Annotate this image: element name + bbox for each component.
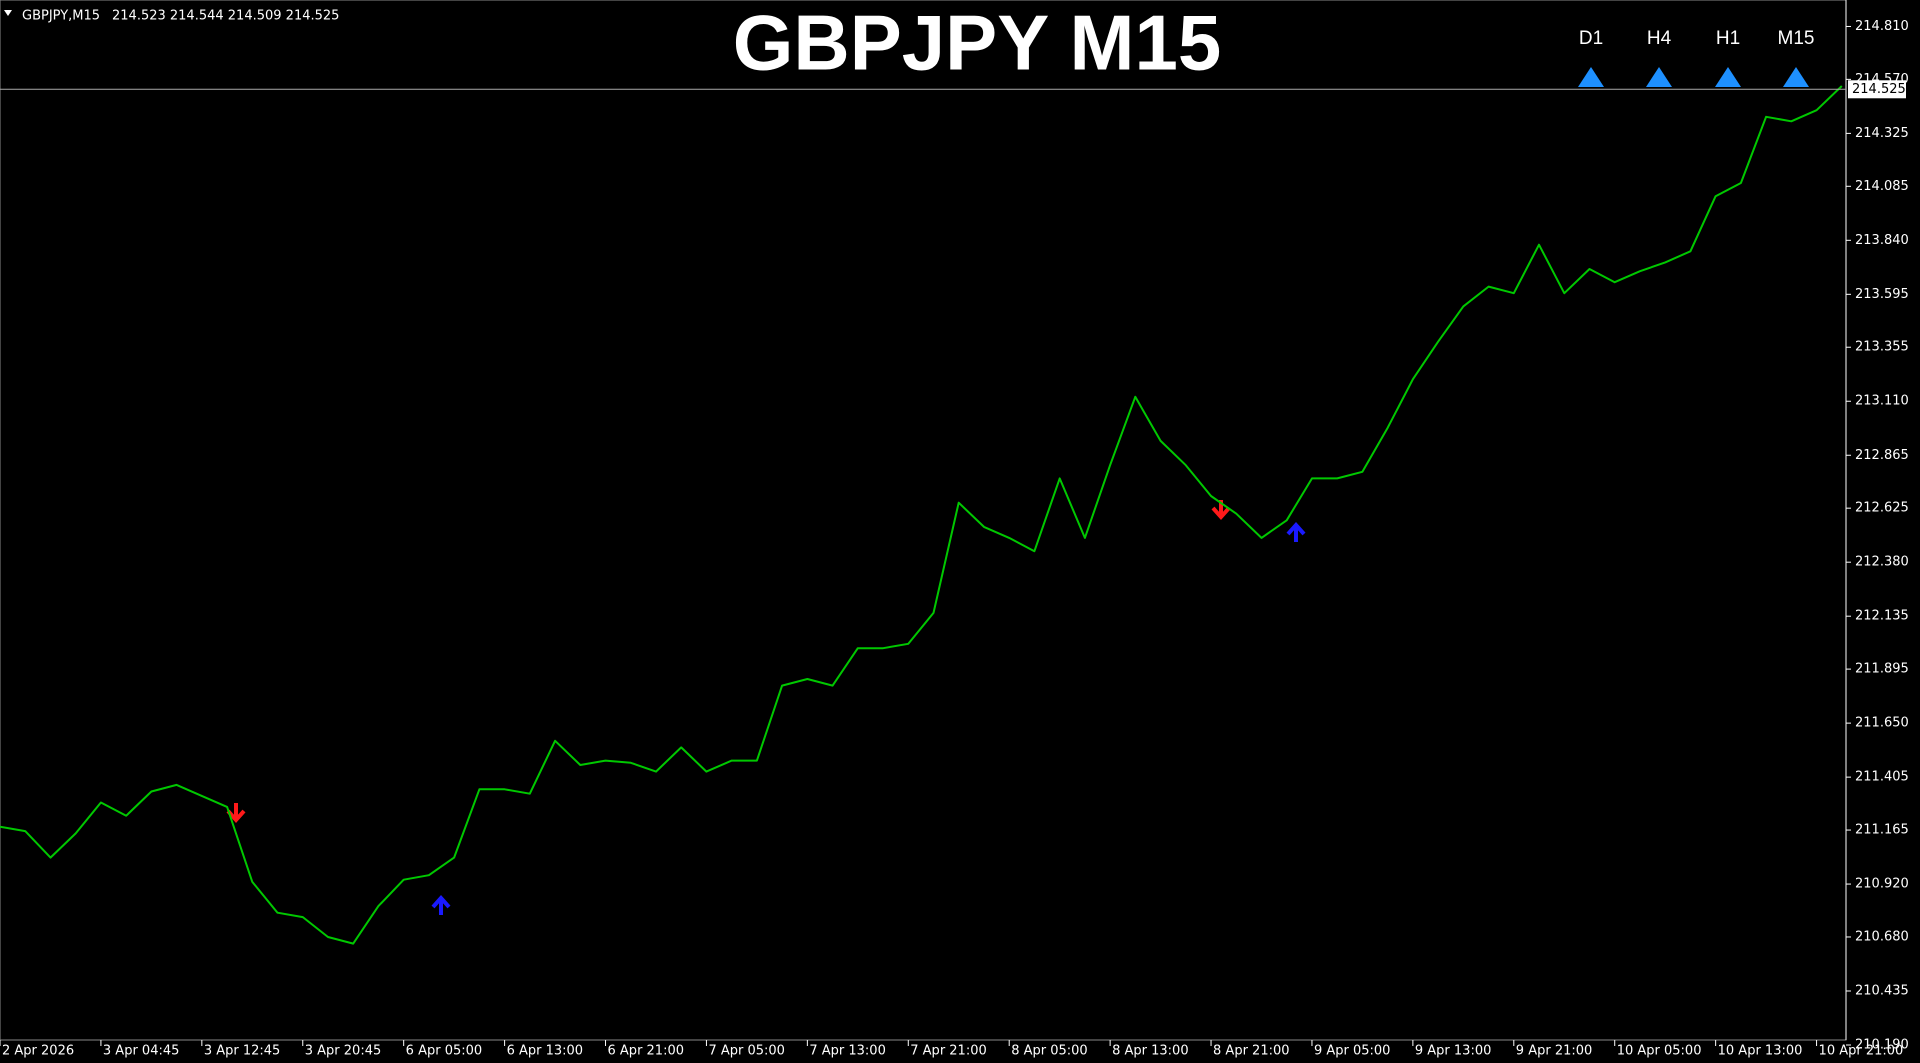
y-tick-label: 210.920 [1855, 877, 1909, 892]
sell-signal [226, 803, 246, 824]
x-tick-label: 6 Apr 05:00 [406, 1044, 483, 1059]
buy-signal [431, 894, 451, 915]
x-tick-label: 7 Apr 13:00 [809, 1044, 886, 1059]
x-tick-label: 3 Apr 04:45 [103, 1044, 180, 1059]
timeframe: H4 [1647, 28, 1672, 49]
timeframe: M15 [1778, 28, 1815, 49]
y-tick-label: 214.085 [1855, 179, 1909, 194]
current-price-label: 214.525 [1852, 82, 1906, 97]
trend-up-icon [1783, 67, 1809, 87]
chart-title: GBPJPY M15 [733, 0, 1221, 87]
ohlc: 214.523 214.544 214.509 214.525 [112, 9, 339, 24]
menu-arrow[interactable] [4, 10, 12, 16]
timeframe: D1 [1579, 28, 1603, 49]
x-tick-label: 9 Apr 05:00 [1314, 1044, 1391, 1059]
x-tick-label: 10 Apr 13:00 [1718, 1044, 1803, 1059]
y-tick-label: 211.650 [1855, 716, 1909, 731]
x-tick-label: 7 Apr 21:00 [910, 1044, 987, 1059]
trend-up-icon [1578, 67, 1604, 87]
price-tag [1848, 80, 1906, 99]
y-tick-label: 213.110 [1855, 394, 1909, 409]
y-tick-label: 214.810 [1855, 19, 1909, 34]
x-tick-label: 10 Apr 21:00 [1819, 1044, 1904, 1059]
y-tick-label: 211.165 [1855, 823, 1909, 838]
y-tick-label: 212.865 [1855, 448, 1909, 463]
y-tick-label: 212.380 [1855, 555, 1909, 570]
timeframe: H1 [1716, 28, 1740, 49]
trend-up-icon [1646, 67, 1672, 87]
symbol: GBPJPY,M15 [22, 9, 100, 24]
x-tick-label: 7 Apr 05:00 [708, 1044, 785, 1059]
y-tick-label: 211.405 [1855, 770, 1909, 785]
x-tick-label: 3 Apr 20:45 [305, 1044, 382, 1059]
y-tick-label: 213.355 [1855, 340, 1909, 355]
y-tick-label: 210.190 [1855, 1038, 1909, 1053]
y-tick-label: 213.595 [1855, 287, 1909, 302]
x-tick-label: 2 Apr 2026 [2, 1044, 74, 1059]
y-tick-label: 210.680 [1855, 929, 1909, 944]
y-tick-label: 210.435 [1855, 983, 1909, 998]
x-tick-label: 6 Apr 13:00 [507, 1044, 583, 1059]
buy-signal [1286, 521, 1306, 542]
plot-frame [0, 0, 1847, 1041]
x-tick-label: 6 Apr 21:00 [608, 1044, 685, 1059]
price-line [0, 85, 1843, 945]
y-tick-label: 212.625 [1855, 501, 1909, 516]
trend-up-icon [1715, 67, 1741, 87]
y-tick-label: 211.895 [1855, 662, 1909, 677]
x-tick-label: 9 Apr 21:00 [1516, 1044, 1593, 1059]
x-tick-label: 10 Apr 05:00 [1617, 1044, 1702, 1059]
y-tick-label: 212.135 [1855, 609, 1909, 624]
y-tick-label: 213.840 [1855, 233, 1909, 248]
x-tick-label: 8 Apr 13:00 [1112, 1044, 1189, 1059]
x-tick-label: 3 Apr 12:45 [204, 1044, 281, 1059]
x-tick-label: 8 Apr 21:00 [1213, 1044, 1290, 1059]
x-tick-label: 8 Apr 05:00 [1011, 1044, 1087, 1059]
x-tick-label: 9 Apr 13:00 [1415, 1044, 1492, 1059]
y-tick-label: 214.325 [1855, 126, 1909, 141]
